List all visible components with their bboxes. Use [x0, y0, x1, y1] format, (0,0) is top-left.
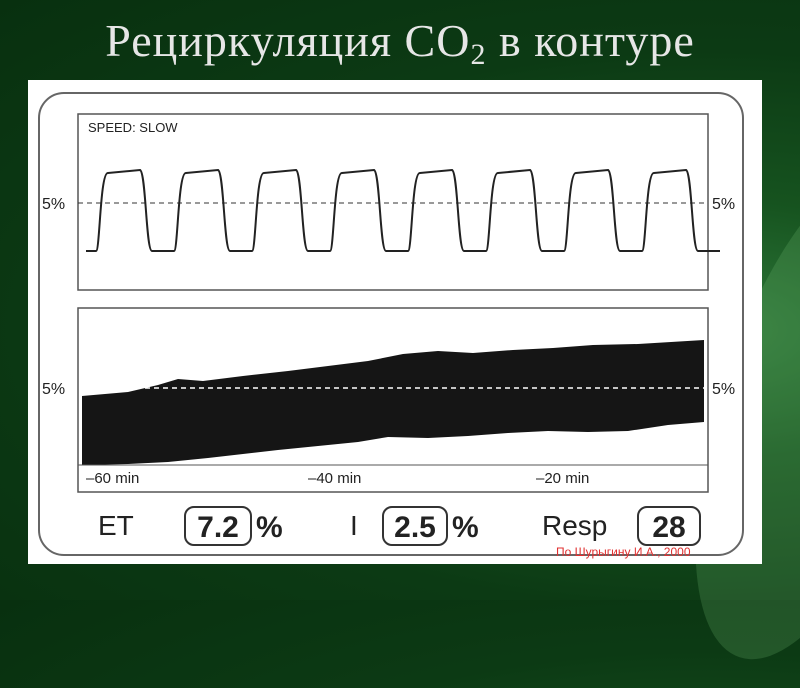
et-value: 7.2	[197, 511, 239, 544]
trend-band	[82, 340, 704, 465]
resp-label: Resp	[542, 510, 607, 541]
resp-value: 28	[652, 511, 685, 544]
trend-left-marker: 5%	[42, 381, 65, 398]
title-tail: в контуре	[486, 15, 695, 66]
capnogram-left-marker: 5%	[42, 196, 65, 213]
capnogram-waveform	[86, 168, 720, 252]
title-main: Рециркуляция CO	[105, 15, 471, 66]
et-value-box	[184, 506, 252, 546]
i-label: I	[350, 510, 358, 541]
et-label: ET	[98, 510, 134, 541]
i-value-box	[382, 506, 448, 546]
slide-title: Рециркуляция CO2 в контуре	[0, 14, 800, 72]
time-label-20: –20 min	[536, 470, 589, 487]
capnogram-right-marker: 5%	[712, 196, 735, 213]
trend-right-marker: 5%	[712, 381, 735, 398]
et-unit: %	[256, 511, 283, 544]
speed-label: SPEED: SLOW	[88, 120, 178, 135]
figure-panel: SPEED: SLOW 5% 5% 5% 5% –60 min –40 min …	[28, 80, 762, 564]
title-subscript: 2	[470, 38, 487, 71]
capnogram-box	[77, 113, 709, 291]
resp-value-box	[637, 506, 701, 546]
time-label-40: –40 min	[308, 470, 361, 487]
time-label-60: –60 min	[86, 470, 139, 487]
i-value: 2.5	[394, 511, 436, 544]
i-unit: %	[452, 511, 479, 544]
source-note: По Шурыгину И.А., 2000	[556, 545, 691, 559]
monitor-svg: SPEED: SLOW 5% 5% 5% 5% –60 min –40 min …	[42, 113, 735, 546]
